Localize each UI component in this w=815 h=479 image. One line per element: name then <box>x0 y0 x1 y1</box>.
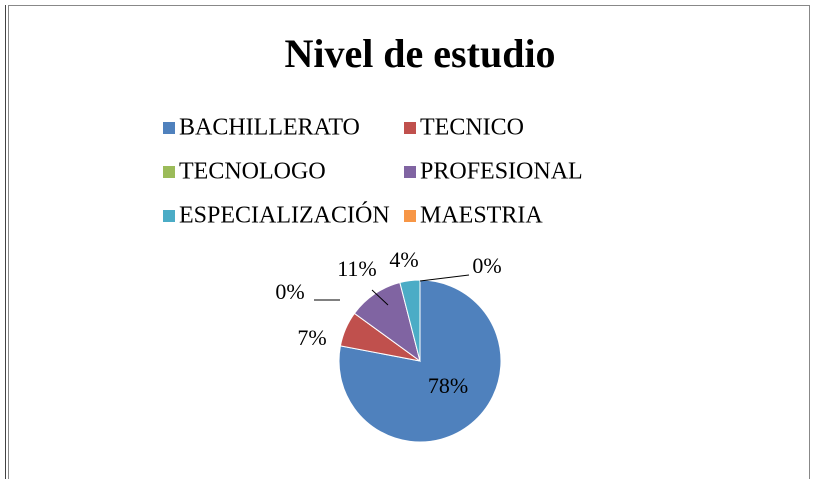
legend-swatch <box>163 210 175 222</box>
legend-swatch <box>163 166 175 178</box>
legend-swatch <box>404 122 416 134</box>
legend-label: ESPECIALIZACIÓN <box>179 202 390 229</box>
legend-label: TECNICO <box>420 115 524 141</box>
legend-label: TECNOLOGO <box>179 159 326 185</box>
chart-title: Nivel de estudio <box>284 31 555 76</box>
legend-label: BACHILLERATO <box>179 115 360 141</box>
legend-label: MAESTRIA <box>420 203 543 229</box>
legend-label: PROFESIONAL <box>420 159 583 185</box>
data-label: 78% <box>428 373 468 398</box>
data-label: 0% <box>275 279 304 304</box>
data-label: 4% <box>389 247 418 272</box>
legend-swatch <box>404 210 416 222</box>
data-label: 0% <box>472 253 501 278</box>
data-label: 7% <box>297 325 326 350</box>
legend-swatch <box>163 122 175 134</box>
leader-line <box>371 289 389 306</box>
legend-swatch <box>404 166 416 178</box>
leader-line <box>419 274 470 282</box>
data-label: 11% <box>337 256 377 281</box>
